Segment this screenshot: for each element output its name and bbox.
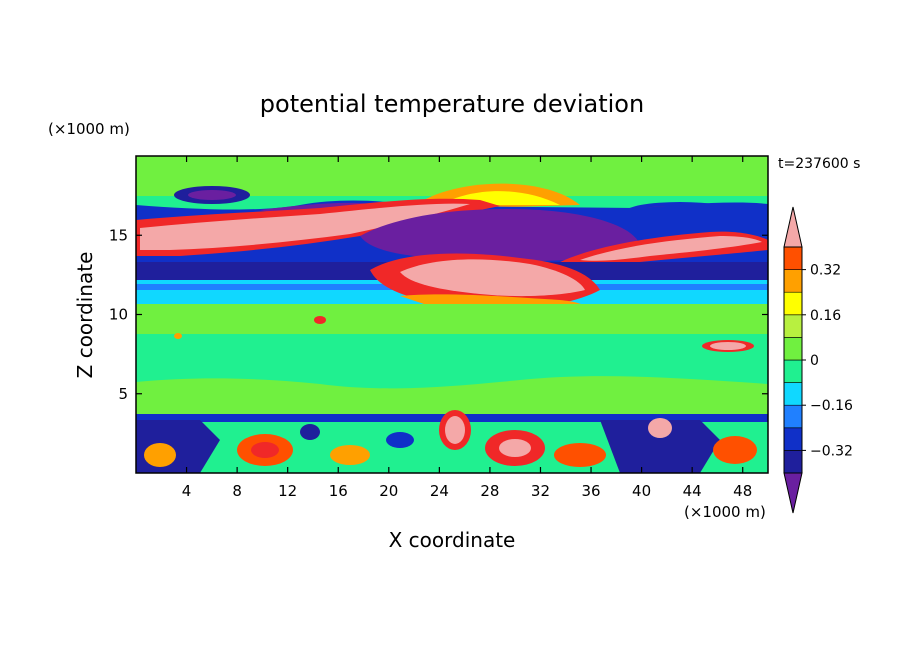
field-warm-spot-small: [314, 316, 326, 324]
field-boundary-warm-8: [648, 418, 672, 438]
colorbar-label: 0: [810, 353, 819, 369]
field-boundary-warm-5: [330, 445, 370, 465]
x-unit-label: (×1000 m): [684, 503, 766, 521]
field-boundary-warm-2-core: [499, 439, 531, 457]
x-tick-label: 16: [329, 482, 348, 500]
colorbar-over-arrow: [783, 206, 803, 248]
x-tick-label: 4: [182, 482, 192, 500]
colorbar-label: −0.16: [810, 398, 853, 414]
y-unit-label: (×1000 m): [48, 120, 130, 138]
x-tick-label: 36: [581, 482, 600, 500]
colorbar-swatch: [783, 404, 803, 429]
y-axis: 5 10 15: [109, 226, 768, 403]
colorbar-swatch: [783, 450, 803, 474]
field-warm-spot-small-2: [174, 333, 182, 339]
x-tick-label: 8: [232, 482, 242, 500]
colorbar-swatch: [783, 359, 803, 383]
colorbar-label: 0.32: [810, 263, 841, 279]
colorbar-label: 0.16: [810, 308, 841, 324]
colorbar-swatch: [783, 246, 803, 270]
x-tick-label: 24: [430, 482, 449, 500]
x-tick-label: 20: [379, 482, 398, 500]
colorbar-swatch: [783, 427, 803, 451]
y-tick-label: 15: [109, 226, 128, 244]
colorbar-under-arrow: [783, 472, 803, 514]
time-label: t=237600 s: [778, 156, 860, 172]
field-boundary-warm-1-core: [251, 442, 279, 458]
x-tick-label: 32: [531, 482, 550, 500]
field-boundary-warm-6: [144, 443, 176, 467]
field-cold-core-center: [360, 209, 640, 262]
field-warm-lens-center-core: [400, 259, 585, 297]
x-tick-label: 44: [683, 482, 702, 500]
x-tick-label: 40: [632, 482, 651, 500]
field-mid-warm-zone: [136, 304, 768, 334]
field-top-cold-cell-core: [188, 190, 236, 200]
x-axis-label: X coordinate: [389, 528, 516, 552]
field-warm-streak-right-core: [580, 236, 762, 261]
field-warm-layer-main-core: [140, 203, 470, 250]
chart-title: potential temperature deviation: [260, 90, 644, 118]
field-lower-warm-band: [136, 376, 768, 414]
colorbar-swatch: [783, 269, 803, 293]
plot-area: [136, 156, 768, 473]
x-tick-label: 28: [480, 482, 499, 500]
y-axis-label: Z coordinate: [73, 252, 97, 379]
colorbar-swatch: [783, 314, 803, 338]
colorbar-swatch: [783, 291, 803, 316]
field-warm-spot-right-core: [710, 342, 746, 350]
field-boundary-warm-3-core: [445, 416, 465, 444]
colorbar: 0.32 0.16 0 −0.16 −0.32: [783, 206, 853, 514]
y-tick-label: 5: [118, 385, 128, 403]
colorbar-swatch: [783, 382, 803, 406]
x-axis: 4 8 12 16 20 24 28 32 36 40 44 48: [182, 156, 752, 500]
field-mid-band: [136, 334, 768, 369]
field-boundary-cold-right: [600, 420, 720, 473]
field-boundary-warm-4: [554, 443, 606, 467]
x-tick-label: 12: [278, 482, 297, 500]
y-tick-label: 10: [109, 306, 128, 324]
field-boundary-cold-cell-2: [300, 424, 320, 440]
colorbar-label: −0.32: [810, 443, 853, 459]
field-boundary-warm-7: [713, 436, 757, 464]
field-boundary-cold-cell: [386, 432, 414, 448]
x-tick-label: 48: [733, 482, 752, 500]
colorbar-swatch: [783, 337, 803, 361]
